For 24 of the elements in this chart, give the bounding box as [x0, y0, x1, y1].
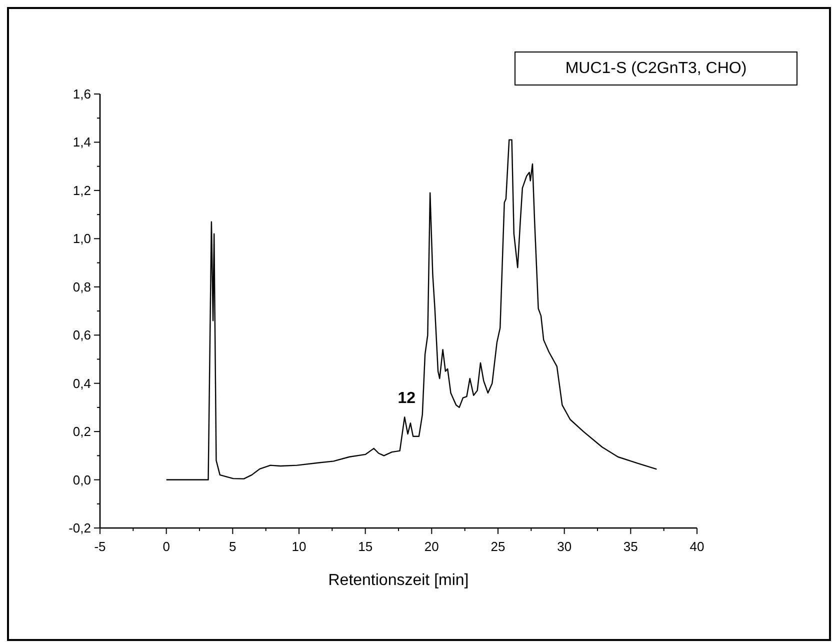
- x-tick-label: 25: [490, 539, 506, 554]
- y-tick-label: 0,2: [72, 424, 91, 440]
- line-series: [166, 139, 658, 480]
- y-tick-label: 1,2: [72, 182, 91, 198]
- y-tick-label: 0,0: [72, 472, 91, 488]
- x-tick-label: 35: [623, 539, 638, 554]
- text: MUC1-S (C2GnT3, CHO): [565, 60, 747, 77]
- y-tick-label: 0,4: [72, 376, 91, 391]
- y-tick-label: 0,6: [72, 328, 91, 343]
- x-tick-label: 40: [690, 539, 704, 554]
- x-tick-label: 15: [358, 539, 373, 554]
- x-tick-label: 5: [229, 539, 236, 554]
- y-tick-label: -0,2: [68, 520, 91, 536]
- x-tick-label: 0: [162, 539, 170, 554]
- x-tick-label: -5: [94, 539, 106, 554]
- annotation: 12: [398, 390, 416, 408]
- y-tick-label: 1,0: [72, 231, 91, 246]
- y-tick-label: 0,8: [72, 279, 91, 294]
- y-tick-label: 1,6: [72, 86, 91, 102]
- x-tick-label: 30: [557, 539, 572, 554]
- x-axis-title: Retentionszeit [min]: [328, 572, 469, 589]
- x-tick-label: 10: [292, 539, 306, 554]
- y-tick-label: 1,4: [72, 134, 91, 150]
- x-tick-label: 20: [424, 539, 439, 554]
